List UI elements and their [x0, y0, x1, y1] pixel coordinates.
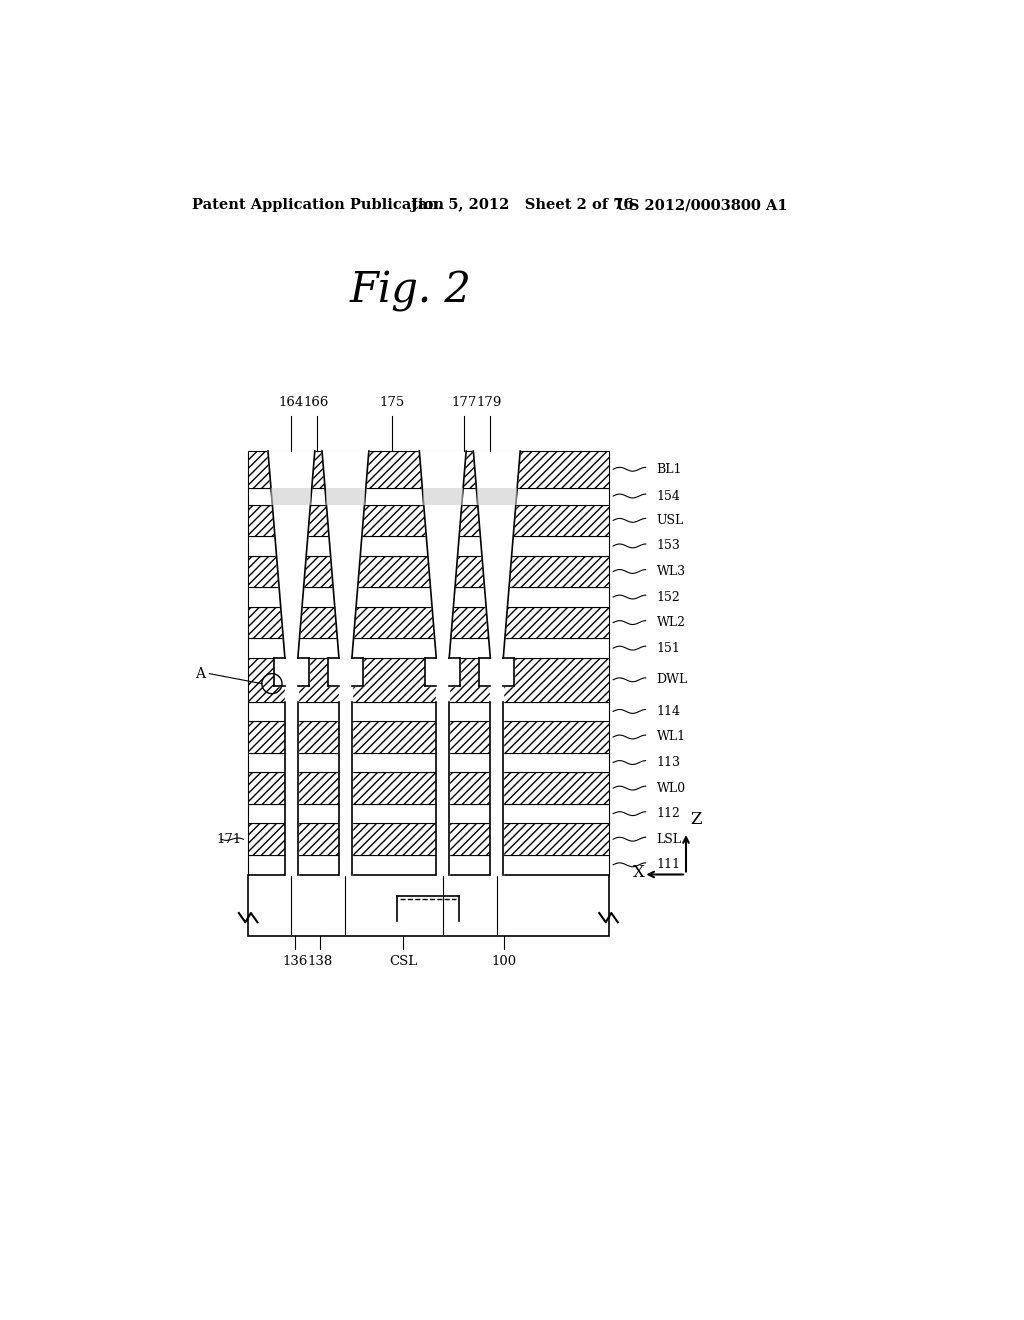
Bar — [248, 804, 608, 824]
Polygon shape — [285, 686, 298, 702]
Text: BL1: BL1 — [656, 463, 682, 475]
Bar — [248, 587, 608, 607]
Text: WL3: WL3 — [656, 565, 686, 578]
Text: 138: 138 — [307, 956, 333, 969]
Polygon shape — [425, 657, 460, 686]
Text: CSL: CSL — [389, 956, 417, 969]
Text: A: A — [196, 667, 206, 681]
Text: 153: 153 — [656, 540, 680, 553]
Text: 100: 100 — [492, 956, 516, 969]
Bar — [248, 855, 608, 875]
Text: WL0: WL0 — [656, 781, 686, 795]
Bar — [477, 487, 517, 504]
Text: WL1: WL1 — [656, 730, 686, 743]
Text: DWL: DWL — [656, 673, 688, 686]
Text: 166: 166 — [304, 396, 330, 409]
Bar — [248, 556, 608, 587]
Bar — [248, 607, 608, 639]
Text: 112: 112 — [656, 807, 680, 820]
Polygon shape — [490, 686, 503, 702]
Bar — [248, 752, 608, 772]
Text: 177: 177 — [452, 396, 477, 409]
Polygon shape — [436, 702, 450, 875]
Text: 136: 136 — [283, 956, 307, 969]
Bar — [248, 657, 608, 702]
Text: LSL: LSL — [656, 833, 682, 846]
Text: Patent Application Publication: Patent Application Publication — [191, 198, 443, 213]
Text: US 2012/0003800 A1: US 2012/0003800 A1 — [616, 198, 787, 213]
Bar — [248, 824, 608, 855]
Polygon shape — [490, 702, 503, 875]
Text: 154: 154 — [656, 490, 680, 503]
Bar — [248, 639, 608, 657]
Polygon shape — [479, 657, 514, 686]
Text: Fig. 2: Fig. 2 — [350, 271, 472, 312]
Text: 175: 175 — [380, 396, 404, 409]
Polygon shape — [274, 657, 308, 686]
Text: 152: 152 — [656, 590, 680, 603]
Text: 114: 114 — [656, 705, 681, 718]
Polygon shape — [436, 686, 450, 702]
Text: Z: Z — [690, 812, 701, 829]
Polygon shape — [473, 451, 520, 657]
Polygon shape — [268, 451, 314, 657]
Polygon shape — [339, 702, 352, 875]
Bar — [248, 874, 608, 936]
Bar — [326, 487, 366, 504]
Text: Jan. 5, 2012   Sheet 2 of 76: Jan. 5, 2012 Sheet 2 of 76 — [411, 198, 634, 213]
Bar — [423, 487, 463, 504]
Text: 179: 179 — [477, 396, 502, 409]
Text: X: X — [633, 863, 645, 880]
Bar — [248, 702, 608, 721]
Text: 113: 113 — [656, 756, 681, 770]
Polygon shape — [285, 702, 298, 875]
Polygon shape — [419, 451, 466, 657]
Text: WL2: WL2 — [656, 616, 685, 630]
Text: 164: 164 — [279, 396, 304, 409]
Polygon shape — [328, 657, 362, 686]
Polygon shape — [322, 451, 369, 657]
Text: USL: USL — [656, 513, 684, 527]
Bar — [248, 721, 608, 752]
Bar — [248, 772, 608, 804]
Text: 151: 151 — [656, 642, 680, 655]
Bar — [248, 487, 608, 504]
Bar — [271, 487, 311, 504]
Bar — [248, 536, 608, 556]
Text: 171: 171 — [217, 833, 242, 846]
Bar — [248, 451, 608, 487]
Polygon shape — [339, 686, 352, 702]
Text: 111: 111 — [656, 858, 681, 871]
Bar — [248, 504, 608, 536]
